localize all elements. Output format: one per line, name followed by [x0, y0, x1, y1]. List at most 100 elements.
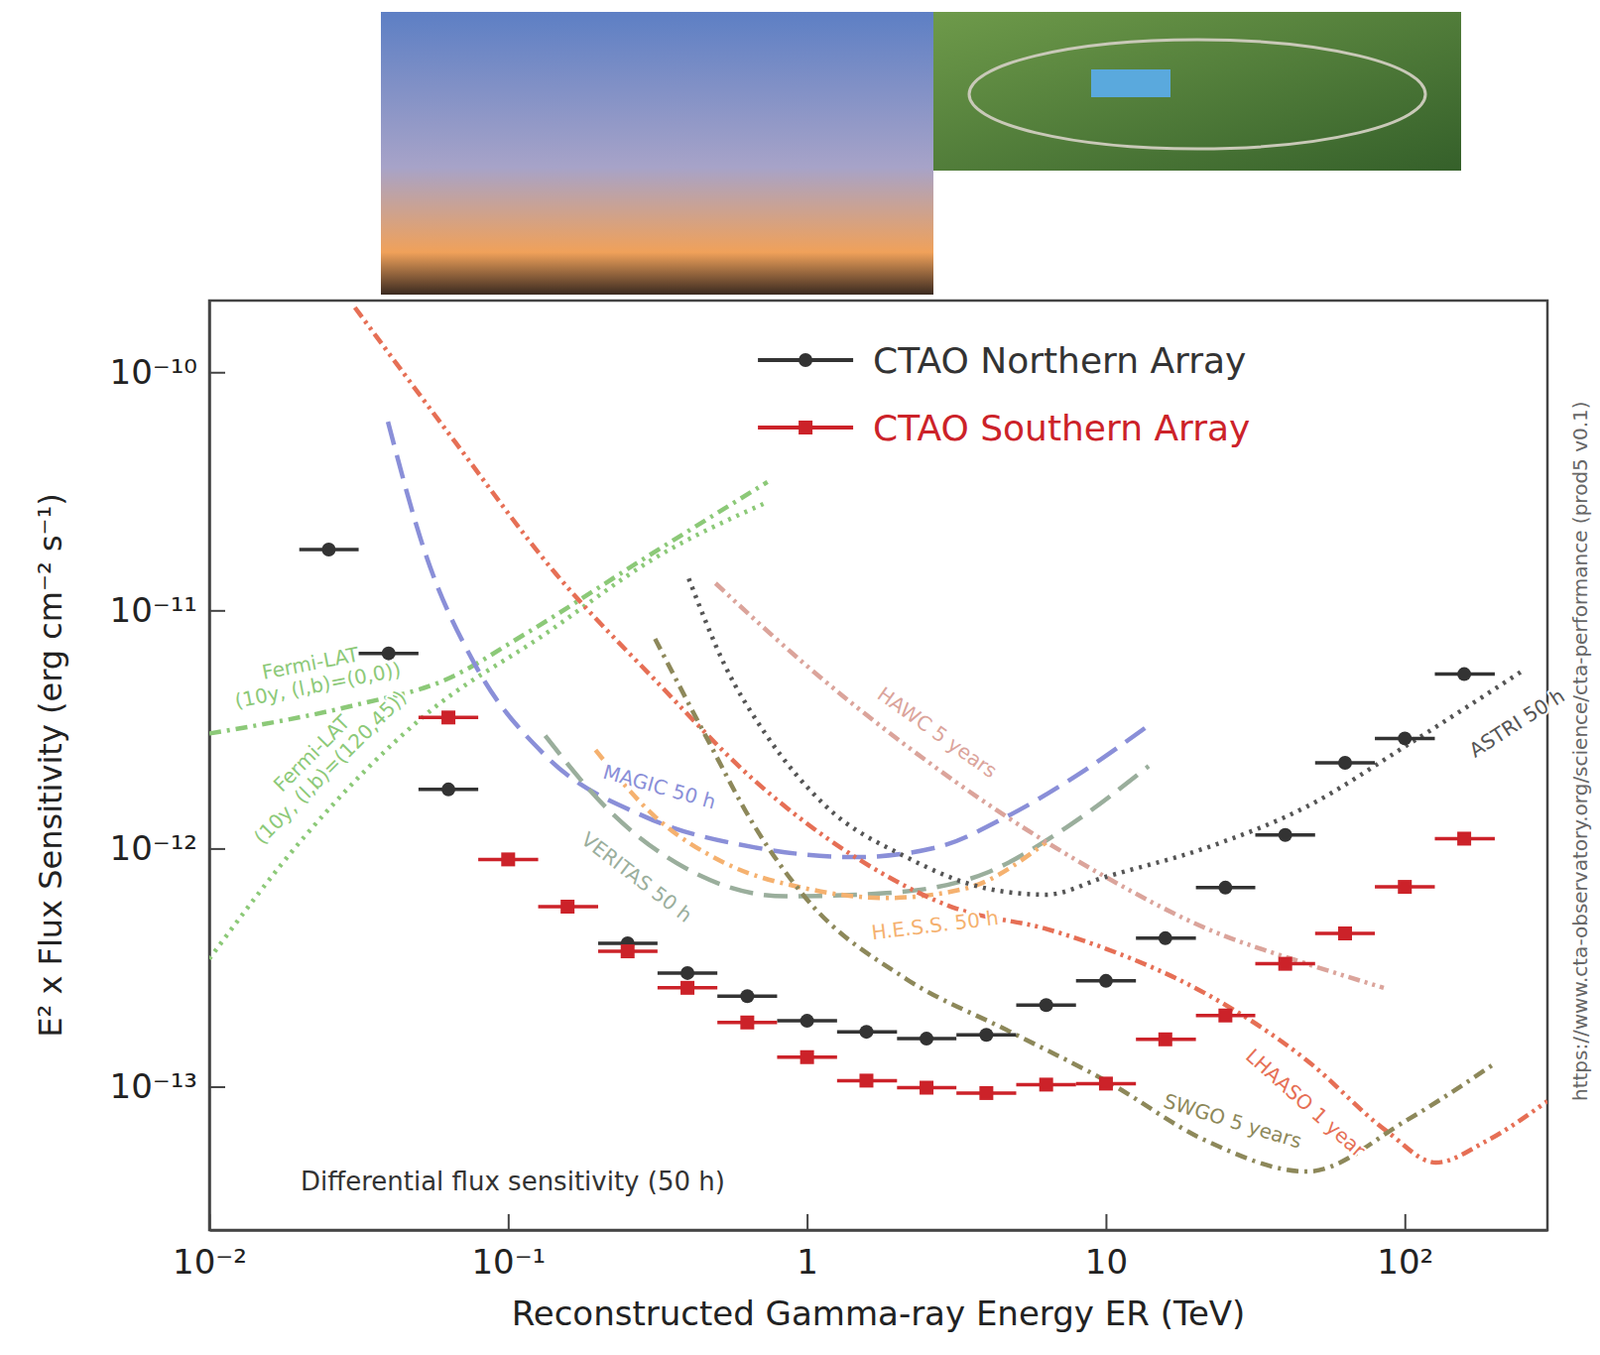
point: [859, 1073, 873, 1088]
legend-item: CTAO Southern Array: [757, 407, 1250, 449]
photo: [933, 11, 1462, 171]
x-tick: 10²: [1376, 1214, 1434, 1282]
point: [560, 899, 575, 914]
legend-marker: [798, 353, 813, 368]
point: [739, 1015, 754, 1030]
point: [1278, 957, 1293, 972]
point: [321, 542, 336, 557]
y-tick-label: 10⁻¹²: [110, 828, 198, 868]
point: [739, 988, 754, 1003]
x-tick: 1: [796, 1214, 819, 1282]
source-url: https://www.cta-observatory.org/science/…: [1568, 400, 1593, 1102]
curve-label: LHAASO 1 year: [1240, 1043, 1371, 1163]
y-tick: 10⁻¹³: [110, 1066, 226, 1107]
y-axis-title: E² x Flux Sensitivity (erg cm⁻² s⁻¹): [31, 492, 70, 1038]
y-tick-label: 10⁻¹⁰: [110, 352, 198, 392]
x-tick-mark: [507, 1214, 510, 1231]
y-tick-mark: [209, 1086, 226, 1089]
x-tick-label: 10: [1085, 1241, 1128, 1282]
legend-item: CTAO Northern Array: [757, 340, 1246, 381]
x-axis: 10⁻² 10⁻¹ 1 10 10²: [172, 1214, 1548, 1282]
x-tick-mark: [1105, 1214, 1108, 1231]
legend-marker: [798, 420, 813, 435]
point: [1457, 667, 1472, 682]
curve: [654, 638, 1492, 1172]
photo: [380, 11, 934, 295]
legend-label: CTAO Southern Array: [872, 407, 1250, 449]
x-tick-label: 1: [796, 1241, 819, 1282]
point: [1397, 879, 1412, 894]
point: [1099, 1076, 1113, 1091]
point: [500, 852, 515, 866]
y-tick: 10⁻¹¹: [110, 590, 226, 630]
curve-label: ASTRI 50 h: [1465, 683, 1570, 762]
point: [1158, 1032, 1173, 1047]
photo-detail: [969, 39, 1426, 149]
y-tick-mark: [209, 610, 226, 613]
point: [620, 944, 635, 959]
y-tick-label: 10⁻¹¹: [110, 590, 198, 630]
point: [1099, 974, 1113, 988]
point: [1278, 828, 1293, 843]
point: [800, 1050, 815, 1065]
curve: [387, 421, 1149, 858]
x-tick-label: 10²: [1376, 1241, 1434, 1282]
y-tick: 10⁻¹²: [110, 828, 226, 868]
curve: [355, 307, 1548, 1163]
curve-label-line: VERITAS 50 h: [577, 827, 698, 928]
x-tick: 10: [1085, 1214, 1128, 1282]
point: [1218, 880, 1232, 895]
y-axis-line: [208, 301, 212, 1231]
point: [979, 1086, 993, 1101]
point: [919, 1031, 934, 1046]
point: [1338, 755, 1353, 770]
point: [680, 981, 695, 995]
curve-label-line: ASTRI 50 h: [1465, 683, 1570, 762]
annotation: Differential flux sensitivity (50 h): [300, 1166, 726, 1197]
plot-area: [209, 307, 1548, 1172]
point: [1039, 997, 1054, 1012]
legend: CTAO Northern Array CTAO Southern Array: [757, 340, 1250, 449]
photo-detail: [1091, 69, 1171, 98]
y-tick-label: 10⁻¹³: [110, 1066, 198, 1107]
point: [800, 1013, 815, 1028]
x-tick-mark: [1404, 1214, 1407, 1231]
curve-label: MAGIC 50 h: [600, 759, 719, 815]
x-tick-label: 10⁻¹: [471, 1241, 546, 1282]
curve-label-line: SWGO 5 years: [1160, 1089, 1305, 1154]
curve: [715, 583, 1384, 988]
point: [1158, 931, 1173, 946]
curve: [209, 501, 768, 960]
x-tick-mark: [806, 1214, 809, 1231]
curve-label: VERITAS 50 h: [577, 827, 698, 928]
curve-label: SWGO 5 years: [1160, 1089, 1305, 1154]
point: [441, 710, 456, 725]
curve-label-line: LHAASO 1 year: [1240, 1043, 1371, 1163]
x-tick-label: 10⁻²: [172, 1241, 247, 1282]
point: [979, 1027, 993, 1042]
y-axis: 10⁻¹⁰ 10⁻¹¹ 10⁻¹² 10⁻¹³: [110, 301, 226, 1231]
chart: 10⁻² 10⁻¹ 1 10 10² 10⁻¹⁰ 10⁻¹¹ 10⁻¹² 10⁻¹³ Recons…: [0, 0, 1600, 1355]
y-tick-mark: [209, 371, 226, 374]
x-axis-line: [210, 1229, 1549, 1232]
curve-label-line: (10y, (l,b)=(120,45)): [248, 685, 412, 850]
curve-label-line: MAGIC 50 h: [600, 759, 719, 815]
point: [680, 966, 695, 981]
legend-label: CTAO Northern Array: [872, 340, 1246, 381]
point: [919, 1081, 934, 1096]
curve-label-line: HAWC 5 years: [872, 682, 1002, 784]
point: [1218, 1008, 1232, 1023]
curve-label: Fermi-LAT (10y, (l,b)=(0,0)): [228, 634, 403, 714]
curve-label-line: H.E.S.S. 50 h: [869, 905, 1000, 945]
plot-frame: [209, 300, 1548, 1231]
y-tick-mark: [209, 848, 226, 851]
curve: [688, 578, 1523, 895]
x-axis-title: Reconstructed Gamma-ray Energy ER (TeV): [511, 1293, 1246, 1334]
curve-label: HAWC 5 years: [872, 682, 1002, 784]
point: [1039, 1077, 1054, 1092]
point: [441, 782, 456, 797]
point: [859, 1024, 873, 1039]
curve-label: Fermi-LAT (10y, (l,b)=(120,45)): [233, 669, 412, 850]
x-tick: 10⁻¹: [471, 1214, 546, 1282]
point: [1338, 926, 1353, 941]
